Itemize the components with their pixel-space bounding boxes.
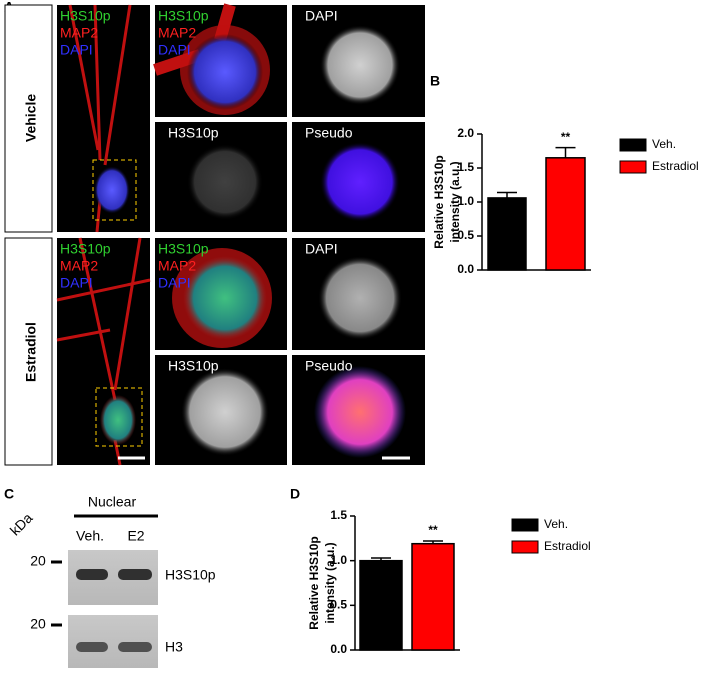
y-tick-label: 0.0 xyxy=(330,642,347,656)
legend-label: Estradiol xyxy=(652,159,699,173)
channel-label: MAP2 xyxy=(60,25,98,41)
tile-label: DAPI xyxy=(305,8,338,24)
lane-label: E2 xyxy=(127,528,144,544)
annotation: ** xyxy=(561,130,571,144)
channel-label: H3S10p xyxy=(60,241,111,257)
marker-label: 20 xyxy=(30,616,46,632)
row-label-box xyxy=(4,237,53,466)
blot-header: Nuclear xyxy=(88,494,137,510)
legend-swatch xyxy=(619,138,647,152)
y-tick-label: 0.5 xyxy=(330,598,347,612)
bar xyxy=(487,197,527,271)
tile-label: Pseudo xyxy=(305,358,353,374)
inset-box xyxy=(95,387,143,447)
image xyxy=(100,395,136,445)
y-tick-label: 1.0 xyxy=(457,194,474,208)
legend-label: Estradiol xyxy=(544,539,591,553)
band-label: H3S10p xyxy=(165,567,216,583)
tile-label: H3S10p xyxy=(168,125,219,141)
y-tick-label: 0.0 xyxy=(457,262,474,276)
band xyxy=(76,642,108,652)
tile-label: Pseudo xyxy=(305,125,353,141)
image xyxy=(320,142,400,222)
image xyxy=(318,256,402,340)
bar xyxy=(545,157,586,271)
y-tick-label: 1.0 xyxy=(330,553,347,567)
panel-label: B xyxy=(430,73,440,89)
legend-swatch xyxy=(619,160,647,174)
y-axis-label: Relative H3S10p xyxy=(432,155,446,248)
panel-label: C xyxy=(4,486,14,502)
channel-label: H3S10p xyxy=(60,8,111,24)
y-tick-label: 1.5 xyxy=(330,508,347,522)
channel-label: DAPI xyxy=(60,42,93,58)
band-label: H3 xyxy=(165,639,183,655)
band xyxy=(76,569,108,580)
image xyxy=(183,256,267,340)
y-tick-label: 2.0 xyxy=(457,126,474,140)
legend-swatch xyxy=(511,540,539,554)
tile-label: H3S10p xyxy=(168,358,219,374)
image xyxy=(68,4,132,233)
channel-label: DAPI xyxy=(60,275,93,291)
image xyxy=(187,144,263,220)
image xyxy=(56,237,151,466)
image xyxy=(314,366,406,458)
marker-label: 20 xyxy=(30,553,46,569)
channel-label: H3S10p xyxy=(158,8,209,24)
panel-c: Nuclear kDa Veh. E2 20 20 H3S10p H3 xyxy=(7,494,216,668)
image xyxy=(94,166,130,214)
panel-label: D xyxy=(290,486,300,502)
tile-label: DAPI xyxy=(305,241,338,257)
channel-label: MAP2 xyxy=(158,258,196,274)
bar xyxy=(359,559,403,651)
legend-label: Veh. xyxy=(652,137,676,151)
image xyxy=(320,25,400,105)
channel-label: DAPI xyxy=(158,275,191,291)
channel-label: H3S10p xyxy=(158,241,209,257)
y-axis-label: Relative H3S10p xyxy=(307,536,321,629)
unit-label: kDa xyxy=(7,509,36,538)
band xyxy=(118,642,152,652)
y-tick-label: 0.5 xyxy=(457,228,474,242)
annotation: ** xyxy=(428,523,438,537)
image xyxy=(181,368,269,456)
y-tick-label: 1.5 xyxy=(457,160,474,174)
blot xyxy=(68,615,158,668)
image xyxy=(187,34,263,110)
bar xyxy=(411,542,455,651)
row-label-box xyxy=(4,4,53,233)
inset-box xyxy=(92,159,137,221)
row-label: Vehicle xyxy=(23,94,39,142)
band xyxy=(118,569,152,580)
y-axis-label: intensity (a.u.) xyxy=(323,542,337,623)
legend-label: Veh. xyxy=(544,517,568,531)
lane-label: Veh. xyxy=(76,528,104,544)
channel-label: MAP2 xyxy=(158,25,196,41)
channel-label: MAP2 xyxy=(60,258,98,274)
legend-swatch xyxy=(511,518,539,532)
row-label: Estradiol xyxy=(23,322,39,382)
y-axis-label: intensity (a.u.) xyxy=(448,161,462,242)
panel-a: A Vehicle Estradiol H3S10p MAP2 DAPI H3S… xyxy=(4,0,425,466)
channel-label: DAPI xyxy=(158,42,191,58)
